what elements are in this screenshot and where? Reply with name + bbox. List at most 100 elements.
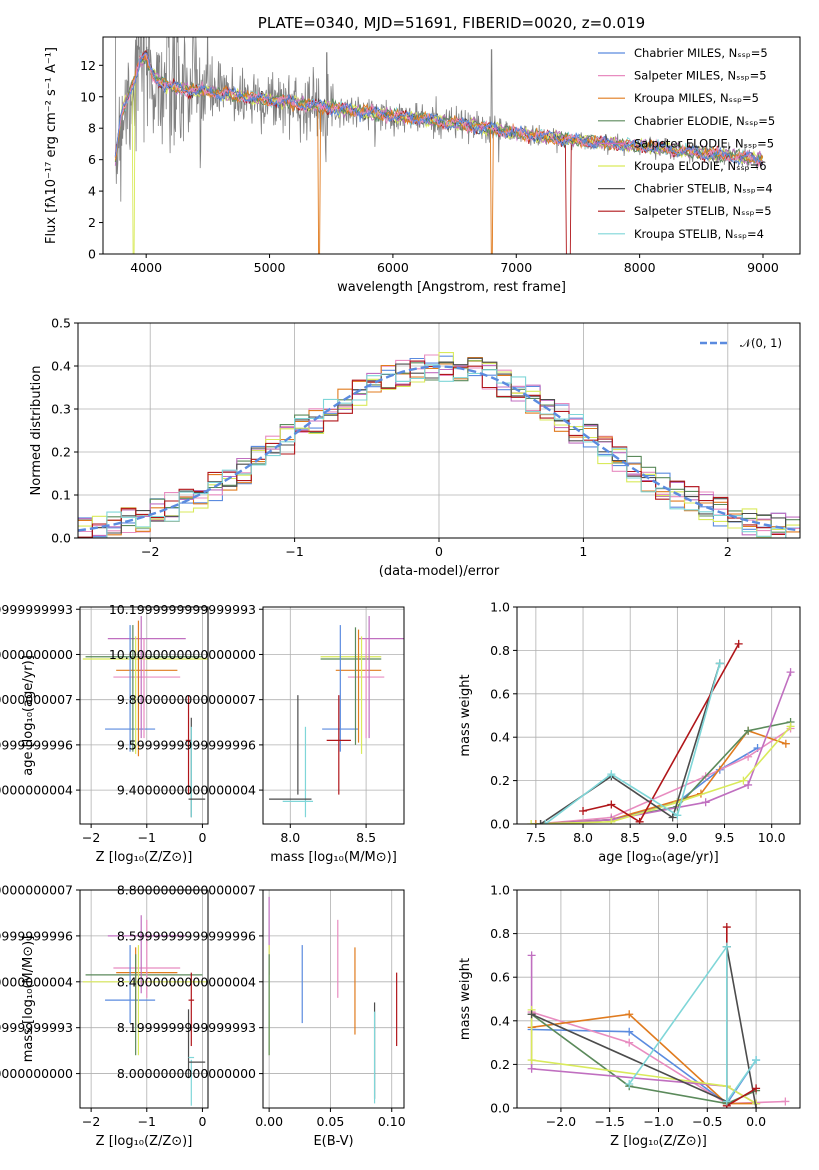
- y-tick-label: 2: [88, 215, 96, 230]
- x-tick-label: 10.0: [758, 830, 786, 845]
- y-tick-label: 0.4: [490, 1013, 510, 1028]
- x-axis-label: (data-model)/error: [379, 564, 500, 579]
- legend-entry: Chabrier ELODIE, Nₛₛₚ=5: [634, 114, 775, 128]
- weight-marker: [527, 1056, 536, 1065]
- plot-spectrum: 4000 5000 6000 7000 8000 9000 0 2 4 6 8 10 12 wavelen…: [44, 36, 801, 295]
- plot-weight_vs_age: 7.5 8.0 8.5 9.0 9.5 10.0 0.0 0.2 0.4 0.6 0.8 1.0 age…: [458, 600, 801, 865]
- x-tick-label: 1: [579, 544, 587, 559]
- weight-marker: [668, 813, 677, 822]
- x-axis-label: Z [log₁₀(Z/Z⊙)]: [96, 1134, 193, 1149]
- weight-marker: [781, 739, 790, 748]
- weight-marker: [786, 722, 795, 731]
- y-axis-label: age [log₁₀(age/yr)]: [21, 655, 36, 776]
- axes-frame: [262, 606, 405, 825]
- y-tick-label: 4: [88, 184, 96, 199]
- y-tick-label: 8: [88, 121, 96, 136]
- weight-marker: [781, 1097, 790, 1106]
- model-spectrum-line: [114, 52, 764, 166]
- weight-marker: [635, 817, 644, 824]
- y-tick-label: 1.0: [490, 600, 510, 615]
- weight-marker: [527, 951, 536, 960]
- x-tick-label: −1.5: [595, 1114, 625, 1129]
- plot-residuals: −2 −1 0 1 2 0.0 0.1 0.2 0.3 0.4 0.5 (data-model)/er…: [29, 316, 801, 579]
- x-tick-label: −1: [138, 1114, 156, 1129]
- x-tick-label: 4000: [130, 260, 162, 275]
- plot-weight_vs_Z: −2.0 −1.5 −1.0 −0.5 0.0 0.0 0.2 0.4 0.6 0.8 1.0 Z […: [458, 883, 801, 1149]
- y-tick-label: 8.5999999999999996: [0, 928, 73, 943]
- weight-marker: [531, 820, 540, 824]
- y-tick-label: 8.4000000000000004: [117, 974, 256, 989]
- x-tick-label: 8.0: [573, 830, 593, 845]
- y-tick-label: 8.1999999999999993: [117, 1020, 256, 1035]
- plot-age_vs_mass: 8.0 8.5 9.4000000000000004 9.59999999999999…: [109, 602, 405, 865]
- y-tick-label: 0.2: [490, 773, 510, 788]
- x-axis-label: wavelength [Angstrom, rest frame]: [337, 280, 566, 295]
- y-tick-label: 10: [80, 89, 96, 104]
- chart-title: PLATE=0340, MJD=51691, FIBERID=0020, z=0…: [258, 14, 645, 32]
- x-tick-label: 7.5: [526, 830, 546, 845]
- x-tick-label: 8.5: [620, 830, 640, 845]
- x-tick-label: 8.0: [280, 830, 300, 845]
- weight-marker: [701, 798, 710, 807]
- y-tick-label: 0.5: [51, 316, 71, 331]
- weight-marker: [734, 639, 743, 648]
- weight-marker: [625, 1027, 634, 1036]
- weight-marker: [527, 1064, 536, 1073]
- y-tick-label: 6: [88, 152, 96, 167]
- weight-marker: [752, 1084, 761, 1093]
- weight-line: [726, 927, 757, 1108]
- axes-frame: [516, 889, 801, 1109]
- x-tick-label: 6000: [377, 260, 409, 275]
- y-tick-label: 9.8000000000000007: [117, 692, 256, 707]
- weight-line: [628, 944, 757, 1105]
- axes-frame: [102, 36, 801, 255]
- legend-entry: Kroupa STELIB, Nₛₛₚ=4: [634, 227, 764, 241]
- plot-area: [78, 352, 800, 538]
- plot-mass_vs_Z: −2 −1 0 8.0000000000000000 8.199999999999999…: [0, 883, 209, 1149]
- x-tick-label: 9000: [747, 260, 779, 275]
- x-tick-label: 0.0: [746, 1114, 766, 1129]
- data-spectrum-line: [115, 37, 764, 202]
- weight-marker: [527, 1010, 536, 1019]
- weight-line: [531, 1013, 757, 1105]
- plot-area: [82, 915, 208, 1106]
- x-tick-label: 0: [198, 1114, 206, 1129]
- y-tick-label: 10.0000000000000000: [109, 647, 256, 662]
- y-tick-label: 8.8000000000000007: [0, 883, 73, 898]
- y-tick-label: 8.0000000000000000: [0, 1066, 73, 1081]
- y-tick-label: 0.0: [51, 531, 71, 546]
- weight-marker: [722, 923, 731, 932]
- y-tick-label: 9.8000000000000007: [0, 692, 73, 707]
- y-tick-label: 0.3: [51, 402, 71, 417]
- axes-frame: [262, 889, 405, 1109]
- weight-line: [531, 1028, 757, 1105]
- weight-marker: [752, 1104, 761, 1108]
- y-tick-label: 0.2: [51, 445, 71, 460]
- x-tick-label: 0: [435, 544, 443, 559]
- y-tick-label: 0: [88, 247, 96, 262]
- y-tick-label: 8.8000000000000007: [117, 883, 256, 898]
- x-tick-label: −2: [82, 830, 100, 845]
- y-tick-label: 12: [80, 58, 96, 73]
- y-axis-label: mass [log₁₀(M/M⊙)]: [21, 936, 36, 1063]
- y-tick-label: 0.4: [490, 730, 510, 745]
- y-tick-label: 9.5999999999999996: [0, 737, 73, 752]
- plot-area: [269, 616, 404, 818]
- x-tick-label: 0.05: [317, 1114, 345, 1129]
- legend-entry: Kroupa ELODIE, Nₛₛₚ=6: [634, 159, 767, 173]
- y-tick-label: 0.8: [490, 926, 510, 941]
- weight-marker: [722, 1097, 731, 1106]
- axes-frame: [516, 606, 801, 825]
- x-tick-label: −1: [138, 830, 156, 845]
- x-axis-label: Z [log₁₀(Z/Z⊙)]: [96, 850, 193, 865]
- y-axis-label: mass weight: [458, 958, 473, 1040]
- legend-entry: Chabrier STELIB, Nₛₛₚ=4: [634, 182, 773, 196]
- y-tick-label: 10.0000000000000000: [0, 647, 73, 662]
- x-axis-label: E(B-V): [313, 1134, 353, 1149]
- x-axis-label: Z [log₁₀(Z/Z⊙)]: [610, 1134, 707, 1149]
- gaussian-curve: [78, 365, 800, 532]
- weight-marker: [739, 776, 748, 785]
- y-axis-label: Normed distribution: [29, 366, 44, 496]
- y-tick-label: 0.2: [490, 1057, 510, 1072]
